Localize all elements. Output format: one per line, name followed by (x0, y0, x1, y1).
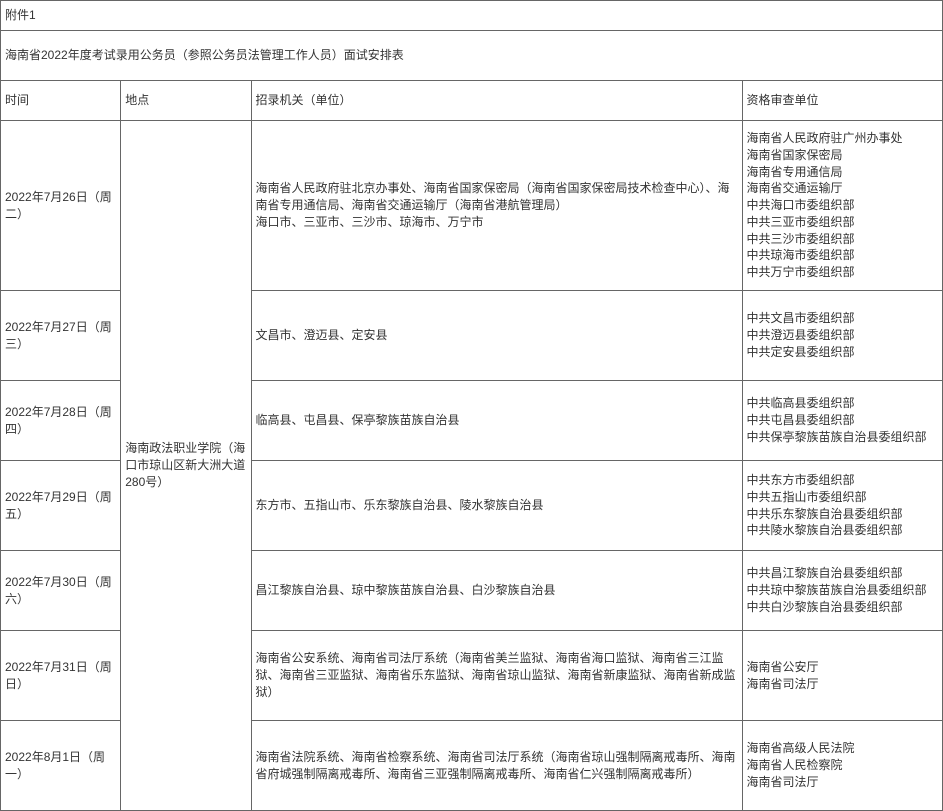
cell-unit: 海南省公安厅 海南省司法厅 (742, 631, 942, 721)
header-time: 时间 (1, 81, 121, 121)
cell-time: 2022年7月30日（周六） (1, 551, 121, 631)
title-row: 海南省2022年度考试录用公务员（参照公务员法管理工作人员）面试安排表 (1, 31, 943, 81)
table-row: 2022年7月26日（周二） 海南政法职业学院（海口市琼山区新大洲大道280号）… (1, 121, 943, 291)
header-row: 时间 地点 招录机关（单位） 资格审查单位 (1, 81, 943, 121)
cell-unit: 海南省高级人民法院 海南省人民检察院 海南省司法厅 (742, 721, 942, 811)
header-place: 地点 (121, 81, 251, 121)
attachment-row: 附件1 (1, 1, 943, 31)
cell-time: 2022年7月28日（周四） (1, 381, 121, 461)
header-unit: 资格审查单位 (742, 81, 942, 121)
cell-time: 2022年7月29日（周五） (1, 461, 121, 551)
cell-org: 东方市、五指山市、乐东黎族自治县、陵水黎族自治县 (251, 461, 742, 551)
cell-unit: 中共东方市委组织部 中共五指山市委组织部 中共乐东黎族自治县委组织部 中共陵水黎… (742, 461, 942, 551)
cell-time: 2022年7月26日（周二） (1, 121, 121, 291)
cell-place: 海南政法职业学院（海口市琼山区新大洲大道280号） (121, 121, 251, 811)
cell-time: 2022年8月1日（周一） (1, 721, 121, 811)
header-org: 招录机关（单位） (251, 81, 742, 121)
cell-org: 海南省公安系统、海南省司法厅系统（海南省美兰监狱、海南省海口监狱、海南省三江监狱… (251, 631, 742, 721)
attachment-label: 附件1 (1, 1, 943, 31)
table-title: 海南省2022年度考试录用公务员（参照公务员法管理工作人员）面试安排表 (1, 31, 943, 81)
cell-unit: 中共昌江黎族自治县委组织部 中共琼中黎族苗族自治县委组织部 中共白沙黎族自治县委… (742, 551, 942, 631)
cell-org: 海南省法院系统、海南省检察系统、海南省司法厅系统（海南省琼山强制隔离戒毒所、海南… (251, 721, 742, 811)
cell-unit: 海南省人民政府驻广州办事处 海南省国家保密局 海南省专用通信局 海南省交通运输厅… (742, 121, 942, 291)
cell-time: 2022年7月27日（周三） (1, 291, 121, 381)
cell-unit: 中共临高县委组织部 中共屯昌县委组织部 中共保亭黎族苗族自治县委组织部 (742, 381, 942, 461)
cell-org: 昌江黎族自治县、琼中黎族苗族自治县、白沙黎族自治县 (251, 551, 742, 631)
schedule-table: 附件1 海南省2022年度考试录用公务员（参照公务员法管理工作人员）面试安排表 … (0, 0, 943, 811)
cell-org: 文昌市、澄迈县、定安县 (251, 291, 742, 381)
cell-org: 海南省人民政府驻北京办事处、海南省国家保密局（海南省国家保密局技术检查中心）、海… (251, 121, 742, 291)
cell-org: 临高县、屯昌县、保亭黎族苗族自治县 (251, 381, 742, 461)
cell-unit: 中共文昌市委组织部 中共澄迈县委组织部 中共定安县委组织部 (742, 291, 942, 381)
cell-time: 2022年7月31日（周日） (1, 631, 121, 721)
